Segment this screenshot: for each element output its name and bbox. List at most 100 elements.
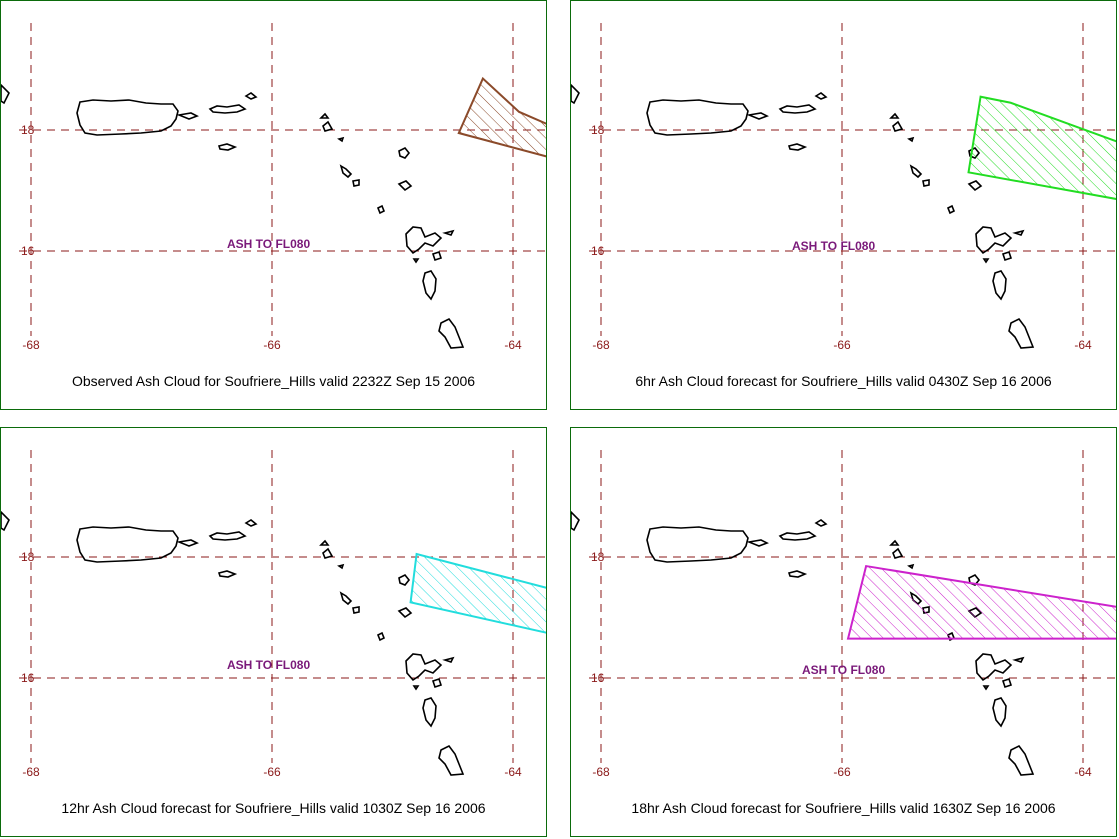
lon-tick-label: -66 [833, 765, 851, 779]
ash-cloud-polygon [409, 552, 546, 634]
island-outline [571, 510, 580, 532]
island-outline [975, 653, 1013, 682]
island-outline [322, 120, 334, 132]
island-outline [438, 744, 465, 776]
island-outline [892, 120, 904, 132]
island-outline [982, 685, 990, 691]
lat-tick-label: 16 [591, 244, 605, 258]
island-outline [431, 677, 443, 689]
map-panel-6hr: -68-66-64-62-601816 ASH TO FL080 6hr Ash… [570, 0, 1117, 410]
island-outline [412, 258, 420, 264]
island-outline [746, 112, 769, 120]
island-outline [892, 547, 904, 559]
map-panel-18hr: -68-66-64-62-601816 ASH TO FL080 18hr As… [570, 427, 1117, 837]
island-outline [352, 179, 360, 187]
island-outline [992, 697, 1007, 728]
island-outline [244, 92, 258, 100]
map-layer [571, 23, 1116, 349]
tick-labels: -68-66-64-62-601816 [591, 123, 1092, 352]
map-panel-12hr: -68-66-64-62-601816 ASH TO FL080 12hr As… [0, 427, 547, 837]
island-outline [398, 573, 411, 586]
lon-tick-label: -66 [833, 338, 851, 352]
island-outline [1012, 229, 1025, 236]
island-outline [76, 99, 179, 136]
ash-cloud-polygon [457, 76, 546, 158]
island-outline [422, 270, 437, 301]
island-outline [992, 270, 1007, 301]
island-outline [907, 563, 915, 570]
island-outline [176, 539, 199, 547]
lon-tick-label: -66 [263, 765, 281, 779]
island-outline [787, 143, 808, 151]
island-outline [76, 526, 179, 563]
lon-tick-label: -64 [1074, 338, 1092, 352]
island-outline [376, 204, 386, 215]
island-outline [922, 179, 930, 187]
lon-tick-label: -68 [22, 338, 40, 352]
island-outline [438, 317, 465, 349]
island-outline [442, 656, 455, 663]
island-outline [322, 547, 334, 559]
lat-tick-label: 16 [21, 671, 35, 685]
map-svg: -68-66-64-62-601816 [1, 450, 546, 779]
lon-tick-label: -68 [592, 765, 610, 779]
island-outline [397, 607, 413, 619]
island-outline [1012, 656, 1025, 663]
island-outline [352, 606, 360, 614]
island-outline [398, 146, 411, 159]
island-outline [646, 526, 749, 563]
panel-caption: 6hr Ash Cloud forecast for Soufriere_Hil… [635, 373, 1052, 389]
island-outline [208, 104, 247, 114]
island-outline [889, 539, 900, 546]
island-outline [1, 83, 10, 105]
island-outline [412, 685, 420, 691]
lon-tick-label: -64 [1074, 765, 1092, 779]
map-layer [1, 450, 546, 776]
lat-tick-label: 16 [591, 671, 605, 685]
lat-tick-label: 18 [591, 123, 605, 137]
island-outline [746, 539, 769, 547]
island-outline [244, 519, 258, 527]
ash-label: ASH TO FL080 [227, 237, 311, 251]
island-outline [176, 112, 199, 120]
island-outline [422, 697, 437, 728]
panel-caption: Observed Ash Cloud for Soufriere_Hills v… [71, 373, 476, 389]
island-outline [339, 164, 353, 179]
island-outline [319, 539, 330, 546]
lat-tick-label: 18 [21, 550, 35, 564]
island-outline [405, 653, 443, 682]
island-outline [946, 204, 956, 215]
lat-tick-label: 18 [21, 123, 35, 137]
map-layer [571, 450, 1116, 776]
lon-tick-label: -64 [504, 765, 522, 779]
island-outline [889, 112, 900, 119]
map-svg: -68-66-64-62-601816 [1, 23, 546, 352]
lon-tick-label: -68 [22, 765, 40, 779]
ash-cloud-polygon [846, 564, 1116, 640]
ash-label: ASH TO FL080 [802, 663, 886, 677]
island-outline [814, 92, 828, 100]
map-svg: -68-66-64-62-601816 [571, 450, 1116, 779]
island-outline [208, 531, 247, 541]
lon-tick-label: -68 [592, 338, 610, 352]
lat-tick-label: 18 [591, 550, 605, 564]
island-outline [1, 510, 10, 532]
island-outline [778, 104, 817, 114]
tick-labels: -68-66-64-62-601816 [21, 550, 522, 779]
island-outline [442, 229, 455, 236]
island-outline [778, 531, 817, 541]
panel-caption: 18hr Ash Cloud forecast for Soufriere_Hi… [631, 800, 1056, 816]
island-outline [814, 519, 828, 527]
island-outline [1001, 250, 1013, 262]
island-outline [967, 180, 983, 192]
island-outline [982, 258, 990, 264]
panel-caption: 12hr Ash Cloud forecast for Soufriere_Hi… [61, 800, 486, 816]
island-outline [907, 136, 915, 143]
island-outline [1001, 677, 1013, 689]
island-outline [337, 136, 345, 143]
tick-labels: -68-66-64-62-601816 [591, 550, 1092, 779]
island-outline [571, 83, 580, 105]
lon-tick-label: -66 [263, 338, 281, 352]
map-svg: -68-66-64-62-601816 [571, 23, 1116, 352]
island-outline [787, 570, 808, 578]
